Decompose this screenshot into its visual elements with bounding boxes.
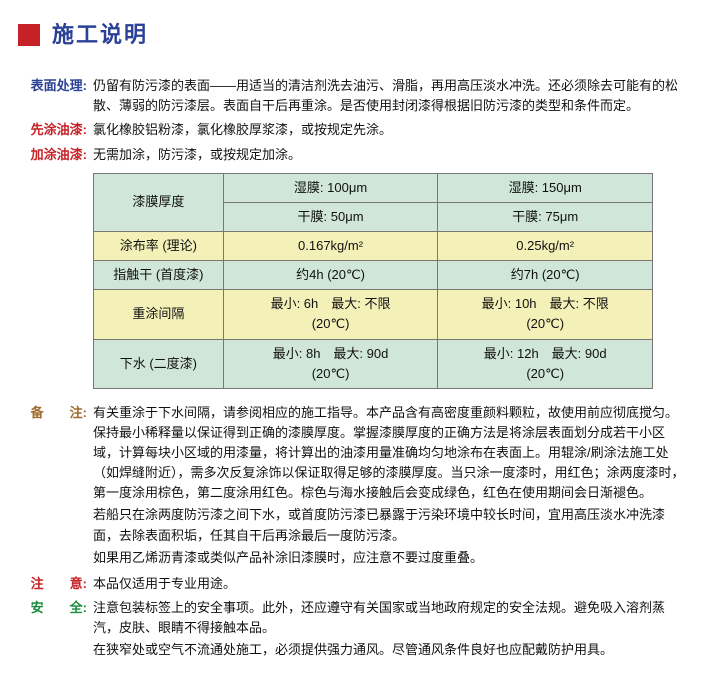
section-caution: 注 意: 本品仅适用于专业用途。 — [18, 574, 686, 594]
row-head: 重涂间隔 — [94, 290, 224, 339]
safety-label: 安 全: — [18, 598, 93, 662]
cell: 约4h (20℃) — [223, 261, 438, 290]
title-square-icon — [18, 24, 40, 46]
row-head: 下水 (二度漆) — [94, 339, 224, 388]
cell: 最小: 12h 最大: 90d (20℃) — [438, 339, 653, 388]
page-title: 施工说明 — [52, 18, 148, 52]
surface-text: 仍留有防污漆的表面——用适当的清洁剂洗去油污、滑脂，再用高压淡水冲洗。还必须除去… — [93, 76, 686, 116]
section-surface: 表面处理: 仍留有防污漆的表面——用适当的清洁剂洗去油污、滑脂，再用高压淡水冲洗… — [18, 76, 686, 116]
table-row: 重涂间隔最小: 6h 最大: 不限 (20℃)最小: 10h 最大: 不限 (2… — [94, 290, 653, 339]
safety-para: 在狭窄处或空气不流通处施工，必须提供强力通风。尽管通风条件良好也应配戴防护用具。 — [93, 640, 686, 660]
section-safety: 安 全: 注意包装标签上的安全事项。此外，还应遵守有关国家或当地政府规定的安全法… — [18, 598, 686, 662]
cell: 最小: 8h 最大: 90d (20℃) — [223, 339, 438, 388]
spec-table: 漆膜厚度湿膜: 100μm湿膜: 150μm干膜: 50μm干膜: 75μm涂布… — [93, 173, 653, 389]
caution-label: 注 意: — [18, 574, 93, 594]
table-row: 涂布率 (理论)0.167kg/m²0.25kg/m² — [94, 231, 653, 260]
section-remarks: 备 注: 有关重涂于下水间隔，请参阅相应的施工指导。本产品含有高密度重颜料颗粒，… — [18, 403, 686, 570]
table-row: 漆膜厚度湿膜: 100μm湿膜: 150μm — [94, 173, 653, 202]
cell: 湿膜: 150μm — [438, 173, 653, 202]
table-row: 下水 (二度漆)最小: 8h 最大: 90d (20℃)最小: 12h 最大: … — [94, 339, 653, 388]
cell: 最小: 10h 最大: 不限 (20℃) — [438, 290, 653, 339]
section-primer: 先涂油漆: 氯化橡胶铝粉漆，氯化橡胶厚浆漆，或按规定先涂。 — [18, 120, 686, 140]
safety-para: 注意包装标签上的安全事项。此外，还应遵守有关国家或当地政府规定的安全法规。避免吸… — [93, 598, 686, 638]
cell: 干膜: 75μm — [438, 202, 653, 231]
safety-body: 注意包装标签上的安全事项。此外，还应遵守有关国家或当地政府规定的安全法规。避免吸… — [93, 598, 686, 662]
surface-label: 表面处理: — [18, 76, 93, 116]
caution-text: 本品仅适用于专业用途。 — [93, 574, 686, 594]
section-table: 漆膜厚度湿膜: 100μm湿膜: 150μm干膜: 50μm干膜: 75μm涂布… — [18, 169, 686, 399]
page-title-row: 施工说明 — [18, 18, 686, 52]
remarks-para: 如果用乙烯沥青漆或类似产品补涂旧漆膜时，应注意不要过度重叠。 — [93, 548, 686, 568]
cell: 0.25kg/m² — [438, 231, 653, 260]
cell: 湿膜: 100μm — [223, 173, 438, 202]
cell: 干膜: 50μm — [223, 202, 438, 231]
row-head: 涂布率 (理论) — [94, 231, 224, 260]
table-label-pad — [18, 169, 93, 399]
remarks-label: 备 注: — [18, 403, 93, 570]
remarks-body: 有关重涂于下水间隔，请参阅相应的施工指导。本产品含有高密度重颜料颗粒，故使用前应… — [93, 403, 686, 570]
remarks-para: 若船只在涂两度防污漆之间下水，或首度防污漆已暴露于污染环境中较长时间，宜用高压淡… — [93, 505, 686, 545]
row-head: 漆膜厚度 — [94, 173, 224, 231]
table-row: 指触干 (首度漆)约4h (20℃)约7h (20℃) — [94, 261, 653, 290]
primer-label: 先涂油漆: — [18, 120, 93, 140]
remarks-para: 有关重涂于下水间隔，请参阅相应的施工指导。本产品含有高密度重颜料颗粒，故使用前应… — [93, 403, 686, 504]
primer-text: 氯化橡胶铝粉漆，氯化橡胶厚浆漆，或按规定先涂。 — [93, 120, 686, 140]
topcoat-label: 加涂油漆: — [18, 145, 93, 165]
cell: 0.167kg/m² — [223, 231, 438, 260]
cell: 最小: 6h 最大: 不限 (20℃) — [223, 290, 438, 339]
row-head: 指触干 (首度漆) — [94, 261, 224, 290]
section-topcoat: 加涂油漆: 无需加涂，防污漆，或按规定加涂。 — [18, 145, 686, 165]
topcoat-text: 无需加涂，防污漆，或按规定加涂。 — [93, 145, 686, 165]
cell: 约7h (20℃) — [438, 261, 653, 290]
